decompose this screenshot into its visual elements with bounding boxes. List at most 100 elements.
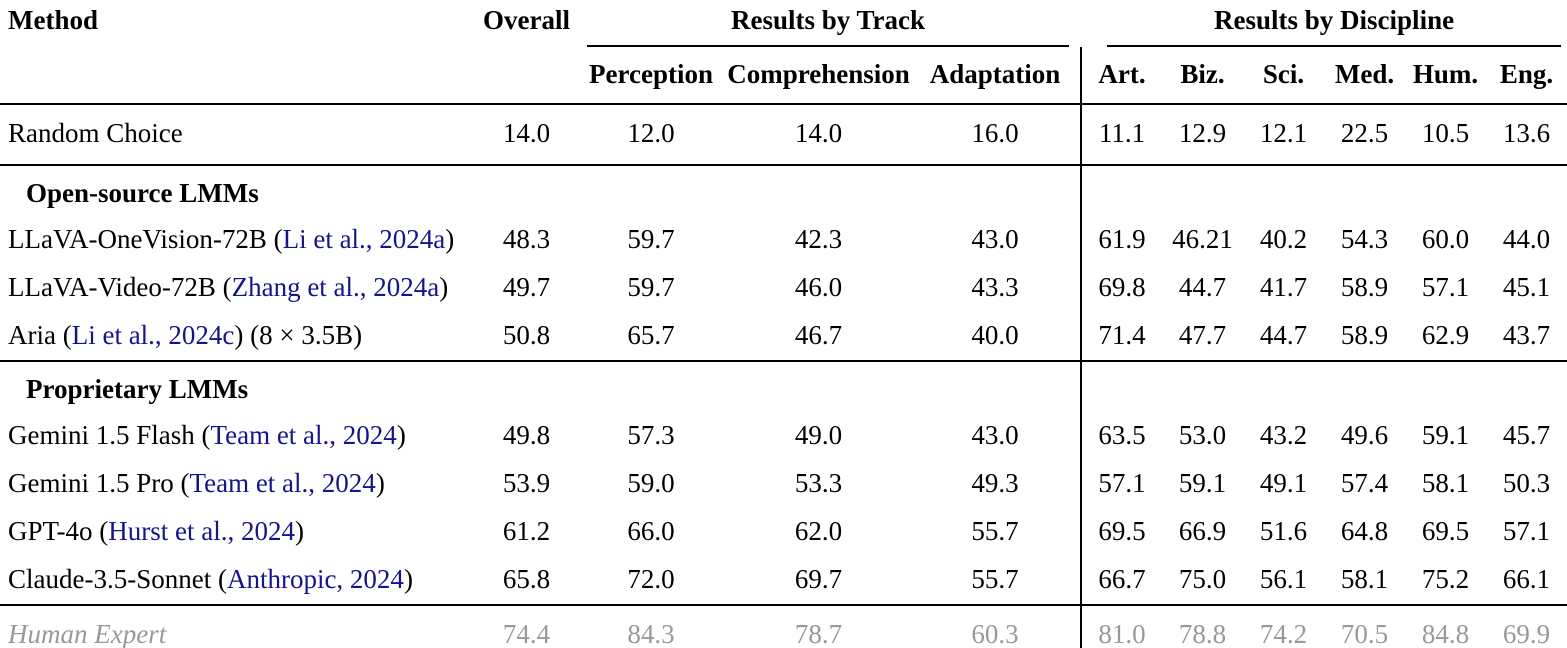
method-suffix: ) — [403, 564, 413, 594]
method-name: Gemini 1.5 Flash ( — [8, 420, 211, 450]
col-group-track: Results by Track — [575, 0, 1081, 47]
citation-link[interactable]: Anthropic, 2024 — [226, 564, 404, 594]
value-cell: 45.1 — [1502, 272, 1551, 302]
col-header-hum: Hum. — [1405, 47, 1487, 105]
method-cell: GPT-4o (Hurst et al., 2024) — [0, 508, 478, 556]
value-cell: 70.5 — [1340, 619, 1389, 648]
value-cell: 43.0 — [971, 224, 1019, 254]
value-cell: 49.1 — [1259, 468, 1308, 498]
value-cell: 43.7 — [1502, 320, 1551, 350]
col-header-biz: Biz. — [1162, 47, 1244, 105]
col-group-discipline: Results by Discipline — [1081, 0, 1567, 47]
table-row: Gemini 1.5 Flash (Team et al., 2024) 49.8… — [0, 412, 1567, 460]
method-suffix: ) — [295, 516, 304, 546]
section-header-label: Proprietary LMMs — [26, 374, 249, 404]
section-spacer — [1080, 361, 1567, 412]
header-group-row: Method Overall Results by Track Results … — [0, 0, 1567, 47]
value-cell: 22.5 — [1340, 118, 1389, 148]
section-spacer — [1080, 165, 1567, 216]
value-cell: 51.6 — [1259, 516, 1308, 546]
value-cell: 12.1 — [1259, 118, 1308, 148]
value-cell: 66.0 — [627, 516, 675, 546]
method-cell: LLaVA-OneVision-72B (Li et al., 2024a) — [0, 216, 478, 264]
method-cell: Aria (Li et al., 2024c) (8 × 3.5B) — [0, 312, 478, 361]
value-cell: 16.0 — [971, 118, 1019, 148]
value-cell: 69.5 — [1080, 508, 1163, 556]
value-cell: 59.7 — [627, 224, 675, 254]
citation-link[interactable]: Team et al., 2024 — [210, 420, 397, 450]
value-cell: 65.8 — [502, 564, 551, 594]
value-cell: 63.5 — [1080, 412, 1163, 460]
value-cell: 44.0 — [1502, 224, 1551, 254]
value-cell: 62.9 — [1421, 320, 1470, 350]
value-cell: 66.9 — [1178, 516, 1227, 546]
value-cell: 60.3 — [971, 619, 1019, 648]
value-cell: 54.3 — [1340, 224, 1389, 254]
method-suffix: ) — [375, 468, 385, 498]
track-group-label: Results by Track — [587, 5, 1070, 47]
citation-link[interactable]: Hurst et al., 2024 — [108, 516, 295, 546]
value-cell: 14.0 — [794, 118, 843, 148]
col-header-overall: Overall — [483, 5, 570, 35]
value-cell: 53.9 — [502, 468, 551, 498]
value-cell: 75.0 — [1178, 564, 1227, 594]
value-cell: 69.8 — [1080, 264, 1163, 312]
value-cell: 72.0 — [627, 564, 675, 594]
value-cell: 43.2 — [1259, 420, 1308, 450]
method-cell: LLaVA-Video-72B (Zhang et al., 2024a) — [0, 264, 478, 312]
table-row: LLaVA-Video-72B (Zhang et al., 2024a) 49.… — [0, 264, 1567, 312]
value-cell: 40.0 — [971, 320, 1019, 350]
value-cell: 14.0 — [502, 118, 551, 148]
col-header-comprehension: Comprehension — [727, 47, 910, 105]
citation-link[interactable]: Zhang et al., 2024a — [231, 272, 440, 302]
citation-link[interactable]: Team et al., 2024 — [189, 468, 376, 498]
col-header-med: Med. — [1324, 47, 1406, 105]
section-header-label: Open-source LMMs — [26, 178, 259, 208]
value-cell: 59.1 — [1421, 420, 1470, 450]
method-cell: Gemini 1.5 Pro (Team et al., 2024) — [0, 460, 478, 508]
value-cell: 48.3 — [502, 224, 551, 254]
method-suffix: ) — [396, 420, 406, 450]
col-header-sci: Sci. — [1243, 47, 1325, 105]
value-cell: 65.7 — [627, 320, 675, 350]
value-cell: 43.3 — [971, 272, 1019, 302]
value-cell: 42.3 — [794, 224, 843, 254]
value-cell: 50.3 — [1502, 468, 1551, 498]
citation-link[interactable]: Li et al., 2024a — [282, 224, 446, 254]
value-cell: 71.4 — [1080, 312, 1163, 361]
value-cell: 57.1 — [1421, 272, 1470, 302]
method-name: LLaVA-Video-72B ( — [8, 272, 232, 302]
col-header-adaptation: Adaptation — [910, 47, 1082, 105]
value-cell: 74.4 — [502, 619, 551, 648]
value-cell: 62.0 — [794, 516, 843, 546]
method-cell: Gemini 1.5 Flash (Team et al., 2024) — [0, 412, 478, 460]
value-cell: 57.3 — [627, 420, 675, 450]
header-sub-row: Perception Comprehension Adaptation Art.… — [0, 47, 1567, 105]
method-name: Aria ( — [8, 320, 72, 350]
value-cell: 78.7 — [794, 619, 843, 648]
value-cell: 43.0 — [971, 420, 1019, 450]
value-cell: 50.8 — [502, 320, 551, 350]
method-cell: Human Expert — [0, 605, 478, 648]
value-cell: 58.9 — [1340, 272, 1389, 302]
method-name: GPT-4o ( — [8, 516, 109, 546]
value-cell: 58.1 — [1421, 468, 1470, 498]
value-cell: 66.1 — [1502, 564, 1551, 594]
col-header-method: Method — [8, 5, 98, 35]
method-suffix: ) — [439, 272, 449, 302]
value-cell: 46.21 — [1172, 224, 1233, 254]
value-cell: 60.0 — [1421, 224, 1470, 254]
col-header-eng: Eng. — [1486, 47, 1567, 105]
value-cell: 49.3 — [971, 468, 1019, 498]
method-name: LLaVA-OneVision-72B ( — [8, 224, 283, 254]
value-cell: 66.7 — [1080, 556, 1163, 605]
table-row: GPT-4o (Hurst et al., 2024) 61.2 66.0 62.0 5… — [0, 508, 1567, 556]
col-header-art: Art. — [1080, 47, 1163, 105]
citation-link[interactable]: Li et al., 2024c — [71, 320, 235, 350]
table-row: Human Expert 74.4 84.3 78.7 60.3 81.0 78.8 74.2… — [0, 605, 1567, 648]
value-cell: 49.7 — [502, 272, 551, 302]
value-cell: 61.9 — [1080, 216, 1163, 264]
method-suffix: ) — [445, 224, 455, 254]
value-cell: 84.3 — [627, 619, 675, 648]
